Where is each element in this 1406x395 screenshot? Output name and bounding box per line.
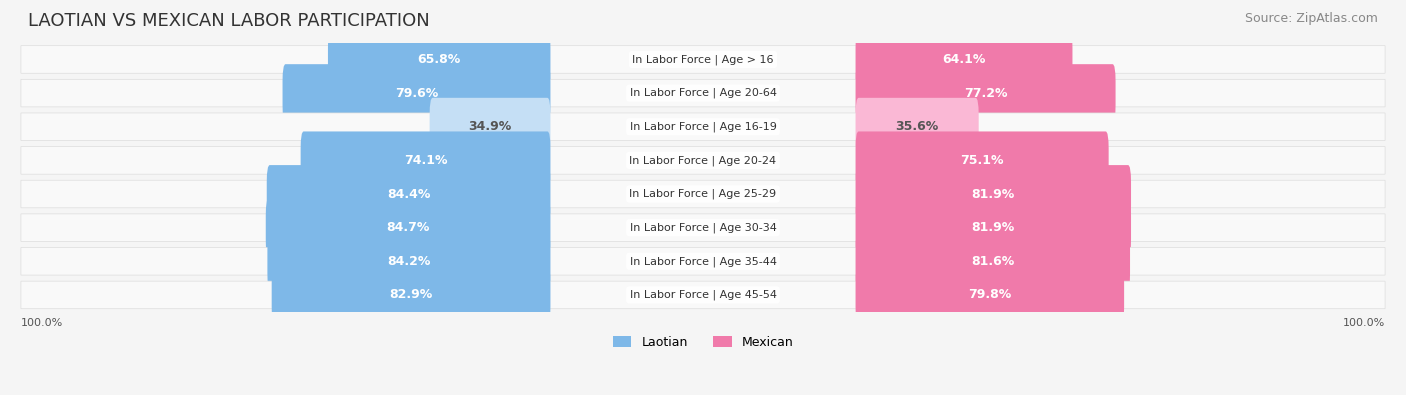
Text: In Labor Force | Age 30-34: In Labor Force | Age 30-34 — [630, 222, 776, 233]
FancyBboxPatch shape — [328, 30, 550, 88]
FancyBboxPatch shape — [21, 214, 1385, 241]
FancyBboxPatch shape — [21, 46, 1385, 73]
Legend: Laotian, Mexican: Laotian, Mexican — [607, 331, 799, 354]
Text: 84.4%: 84.4% — [387, 188, 430, 201]
Text: 81.6%: 81.6% — [972, 255, 1014, 268]
FancyBboxPatch shape — [271, 266, 550, 324]
FancyBboxPatch shape — [21, 113, 1385, 141]
FancyBboxPatch shape — [21, 281, 1385, 309]
Text: In Labor Force | Age 16-19: In Labor Force | Age 16-19 — [630, 122, 776, 132]
Text: 79.8%: 79.8% — [969, 288, 1011, 301]
FancyBboxPatch shape — [21, 147, 1385, 174]
FancyBboxPatch shape — [267, 232, 550, 290]
Text: In Labor Force | Age 35-44: In Labor Force | Age 35-44 — [630, 256, 776, 267]
Text: 100.0%: 100.0% — [1343, 318, 1385, 328]
Text: LAOTIAN VS MEXICAN LABOR PARTICIPATION: LAOTIAN VS MEXICAN LABOR PARTICIPATION — [28, 12, 430, 30]
Text: 34.9%: 34.9% — [468, 120, 512, 133]
FancyBboxPatch shape — [267, 165, 550, 223]
Text: In Labor Force | Age 20-24: In Labor Force | Age 20-24 — [630, 155, 776, 166]
Text: 84.2%: 84.2% — [387, 255, 430, 268]
FancyBboxPatch shape — [856, 132, 1109, 189]
FancyBboxPatch shape — [430, 98, 550, 156]
Text: 75.1%: 75.1% — [960, 154, 1004, 167]
Text: 74.1%: 74.1% — [404, 154, 447, 167]
FancyBboxPatch shape — [856, 165, 1130, 223]
Text: 81.9%: 81.9% — [972, 188, 1015, 201]
FancyBboxPatch shape — [266, 199, 550, 257]
Text: Source: ZipAtlas.com: Source: ZipAtlas.com — [1244, 12, 1378, 25]
Text: 84.7%: 84.7% — [387, 221, 430, 234]
FancyBboxPatch shape — [283, 64, 550, 122]
FancyBboxPatch shape — [856, 98, 979, 156]
FancyBboxPatch shape — [856, 266, 1125, 324]
FancyBboxPatch shape — [856, 30, 1073, 88]
FancyBboxPatch shape — [21, 248, 1385, 275]
Text: 79.6%: 79.6% — [395, 87, 439, 100]
Text: In Labor Force | Age 45-54: In Labor Force | Age 45-54 — [630, 290, 776, 300]
Text: In Labor Force | Age > 16: In Labor Force | Age > 16 — [633, 54, 773, 65]
Text: 81.9%: 81.9% — [972, 221, 1015, 234]
FancyBboxPatch shape — [301, 132, 550, 189]
FancyBboxPatch shape — [856, 64, 1115, 122]
FancyBboxPatch shape — [21, 79, 1385, 107]
Text: 64.1%: 64.1% — [942, 53, 986, 66]
FancyBboxPatch shape — [21, 180, 1385, 208]
FancyBboxPatch shape — [856, 232, 1130, 290]
Text: 65.8%: 65.8% — [418, 53, 461, 66]
Text: 77.2%: 77.2% — [963, 87, 1007, 100]
Text: In Labor Force | Age 20-64: In Labor Force | Age 20-64 — [630, 88, 776, 98]
FancyBboxPatch shape — [856, 199, 1130, 257]
Text: 82.9%: 82.9% — [389, 288, 433, 301]
Text: 35.6%: 35.6% — [896, 120, 939, 133]
Text: 100.0%: 100.0% — [21, 318, 63, 328]
Text: In Labor Force | Age 25-29: In Labor Force | Age 25-29 — [630, 189, 776, 199]
